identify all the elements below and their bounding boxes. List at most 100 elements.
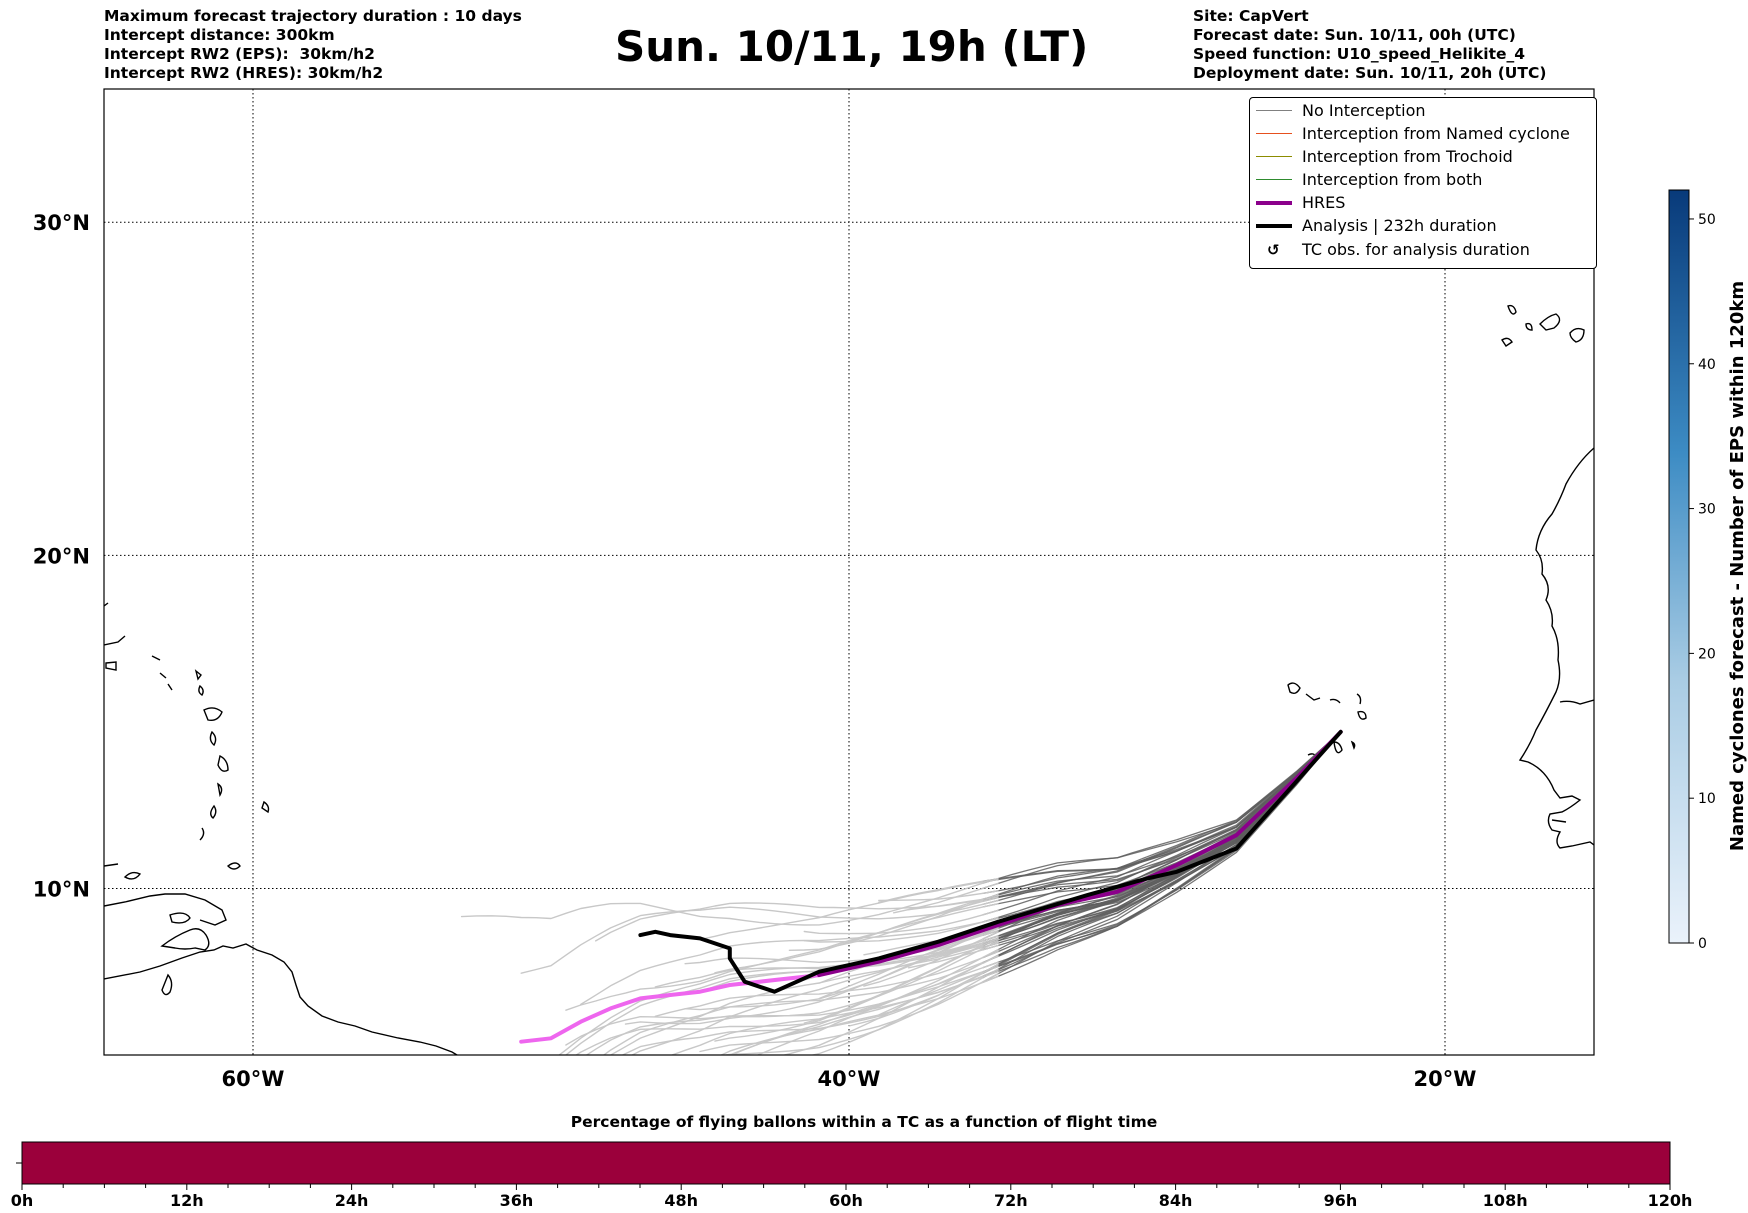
legend-item-trochoid: Interception from Trochoid [1250, 146, 1596, 168]
eps-member-track-late [602, 955, 999, 1055]
lat-tick-label: 30°N [33, 211, 90, 235]
coastlines [104, 304, 1594, 1055]
colorbar-eps-tick-label: 0 [1698, 936, 1707, 952]
eps-member-track [982, 731, 1342, 923]
legend-swatch-olive [1256, 156, 1292, 157]
legend-label: Analysis | 232h duration [1302, 216, 1497, 235]
info-rw2-hres: Intercept RW2 (HRES): 30km/h2 [104, 64, 384, 82]
colorbar-eps-gradient [1668, 189, 1690, 944]
legend-item-no-interception: No Interception [1250, 100, 1596, 122]
eps-member-track-late [460, 877, 999, 926]
eps-member-track-late [848, 894, 999, 944]
eps-member-track [982, 731, 1342, 894]
legend-swatch-black [1256, 224, 1292, 228]
legend-label: No Interception [1302, 101, 1426, 120]
eps-member-track-late [565, 940, 999, 1046]
eps-member-track-late [907, 944, 999, 969]
eps-member-track-late [558, 935, 999, 1055]
eps-trajectories [460, 731, 1342, 1055]
eps-member-track [982, 731, 1342, 923]
legend-item-tc-obs: ↺ TC obs. for analysis duration [1250, 239, 1596, 261]
legend-label: HRES [1302, 193, 1346, 212]
lon-tick-label: 20°W [1414, 1067, 1477, 1091]
eps-member-track [982, 731, 1342, 964]
eps-member-track-late [781, 954, 999, 1055]
colorbar-flight-time-tick-label: 72h [994, 1191, 1028, 1210]
colorbar-flight-time-tick-label: 24h [335, 1191, 369, 1210]
eps-member-track-late [729, 965, 999, 1055]
eps-member-track [982, 731, 1342, 905]
eps-member-track-late [803, 937, 999, 1024]
eps-member-track-late [719, 975, 999, 1055]
eps-member-track [982, 731, 1342, 964]
eps-member-track-late [803, 909, 999, 935]
info-rw2-eps: Intercept RW2 (EPS): 30km/h2 [104, 45, 375, 63]
lon-tick-label: 40°W [818, 1067, 881, 1091]
eps-member-track [982, 731, 1342, 930]
colorbar-flight-time-tick-label: 60h [829, 1191, 863, 1210]
analysis-track [638, 729, 1343, 994]
info-forecast-date: Forecast date: Sun. 10/11, 00h (UTC) [1193, 26, 1516, 44]
eps-member-track-late [699, 878, 999, 941]
info-duration: Maximum forecast trajectory duration : 1… [104, 7, 522, 25]
colorbar-flight-time-tick-label: 96h [1324, 1191, 1358, 1210]
eps-member-track-late [878, 890, 999, 902]
eps-member-track-late [585, 955, 999, 1055]
legend-item-hres: HRES [1250, 192, 1596, 214]
colorbar-eps-label: Named cyclones forecast - Number of EPS … [1727, 281, 1748, 851]
legend-label: Interception from Named cyclone [1302, 124, 1570, 143]
legend-label: Interception from both [1302, 170, 1483, 189]
colorbar-flight-time-fill [22, 1142, 1670, 1184]
eps-member-track-late [809, 963, 999, 1055]
colorbar-flight-time-tick-label: 48h [664, 1191, 698, 1210]
legend-item-analysis: Analysis | 232h duration [1250, 215, 1596, 237]
run-info-left: Maximum forecast trajectory duration : 1… [104, 7, 522, 83]
longitude-labels: 60°W 40°W 20°W [222, 1067, 1477, 1091]
map-legend: No Interception Interception from Named … [1249, 97, 1597, 269]
eps-member-track [982, 731, 1342, 934]
run-info-right: Site: CapVert Forecast date: Sun. 10/11,… [1193, 7, 1546, 83]
eps-member-track-late [684, 925, 999, 1011]
latitude-labels: 30°N 20°N 10°N [33, 211, 90, 901]
eps-member-track [982, 731, 1342, 979]
eps-member-track [982, 731, 1342, 935]
page-title: Sun. 10/11, 19h (LT) [615, 22, 1089, 71]
legend-swatch-gray [1256, 110, 1292, 111]
colorbar-flight-time-title: Percentage of flying ballons within a TC… [571, 1113, 1158, 1131]
colorbar-flight-time-tick-label: 12h [170, 1191, 204, 1210]
eps-member-track-late [575, 949, 999, 1055]
eps-member-track-late [907, 930, 999, 962]
eps-member-track [982, 731, 1342, 964]
colorbar-flight-time: Percentage of flying ballons within a TC… [11, 1113, 1693, 1210]
eps-member-track-late [630, 940, 999, 1055]
eps-member-track [982, 731, 1342, 934]
info-speed-function: Speed function: U10_speed_Helikite_4 [1193, 45, 1526, 63]
colorbar-flight-time-tick-label: 84h [1159, 1191, 1193, 1210]
colorbar-flight-time-tick-label: 108h [1483, 1191, 1528, 1210]
eps-member-track-late [720, 968, 999, 1055]
lat-tick-label: 20°N [33, 544, 90, 568]
legend-item-named-cyclone: Interception from Named cyclone [1250, 123, 1596, 145]
info-deployment-date: Deployment date: Sun. 10/11, 20h (UTC) [1193, 64, 1547, 82]
eps-member-track [982, 731, 1342, 973]
hres-track-beyond-horizon [519, 973, 822, 1044]
legend-swatch-red [1256, 133, 1292, 134]
lat-tick-label: 10°N [33, 877, 90, 901]
eps-member-track-late [624, 925, 999, 1025]
colorbar-eps-tick-label: 20 [1698, 646, 1716, 662]
colorbar-eps-ticks: 0 10 20 30 40 50 [1689, 212, 1716, 952]
legend-swatch-green [1256, 179, 1292, 180]
eps-member-track [982, 731, 1342, 884]
eps-member-track-late [699, 973, 999, 1053]
eps-member-track-late [565, 903, 999, 1011]
map-frame [103, 88, 1595, 1056]
info-site: Site: CapVert [1193, 7, 1309, 25]
eps-member-track [982, 731, 1342, 882]
colorbar-flight-time-ticks: 0h 12h 24h 36h 48h 60h 72h 84h 96h 108h 120h [11, 1184, 1693, 1210]
colorbar-flight-time-tick-label: 120h [1648, 1191, 1693, 1210]
colorbar-eps-tick-label: 50 [1698, 212, 1716, 228]
eps-member-track-late [564, 938, 999, 1055]
eps-member-track-late [621, 965, 999, 1055]
eps-member-track-late [580, 917, 999, 1006]
colorbar-eps-tick-label: 10 [1698, 791, 1716, 807]
